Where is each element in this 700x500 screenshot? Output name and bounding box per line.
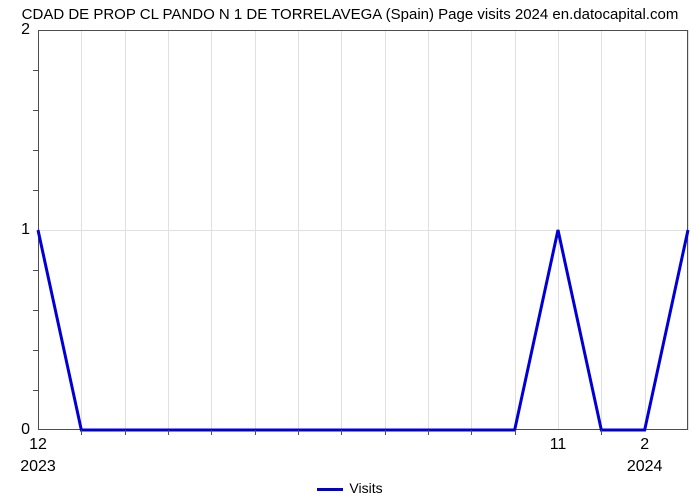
- x-axis-minor-tick: [211, 430, 212, 435]
- series-visits-line: [38, 230, 688, 430]
- y-axis-minor-tick: [33, 390, 38, 391]
- chart-title: CDAD DE PROP CL PANDO N 1 DE TORRELAVEGA…: [0, 6, 700, 23]
- x-axis-minor-tick: [81, 430, 82, 435]
- x-axis-minor-tick: [255, 430, 256, 435]
- x-axis-minor-tick: [428, 430, 429, 435]
- y-axis-label: 2: [21, 21, 38, 39]
- y-axis-minor-tick: [33, 110, 38, 111]
- y-axis-label: 1: [21, 221, 38, 239]
- x-axis-minor-tick: [168, 430, 169, 435]
- x-axis-minor-tick: [601, 430, 602, 435]
- y-axis-minor-tick: [33, 150, 38, 151]
- legend-label: Visits: [349, 480, 382, 496]
- x-axis-minor-tick: [471, 430, 472, 435]
- y-axis-minor-tick: [33, 70, 38, 71]
- plot-area: 0121220231122024: [38, 30, 688, 430]
- grid-line-vertical: [688, 30, 689, 430]
- legend: Visits: [0, 480, 700, 496]
- y-axis-minor-tick: [33, 270, 38, 271]
- legend-swatch: [317, 488, 343, 491]
- line-chart: [38, 30, 688, 430]
- x-axis-label-secondary: 2023: [20, 430, 56, 476]
- y-axis-minor-tick: [33, 190, 38, 191]
- x-axis-minor-tick: [515, 430, 516, 435]
- x-axis-label: 11: [550, 430, 567, 454]
- x-axis-minor-tick: [341, 430, 342, 435]
- y-axis-minor-tick: [33, 310, 38, 311]
- x-axis-minor-tick: [385, 430, 386, 435]
- x-axis-minor-tick: [298, 430, 299, 435]
- y-axis-minor-tick: [33, 350, 38, 351]
- x-axis-label-secondary: 2024: [627, 430, 663, 476]
- x-axis-minor-tick: [125, 430, 126, 435]
